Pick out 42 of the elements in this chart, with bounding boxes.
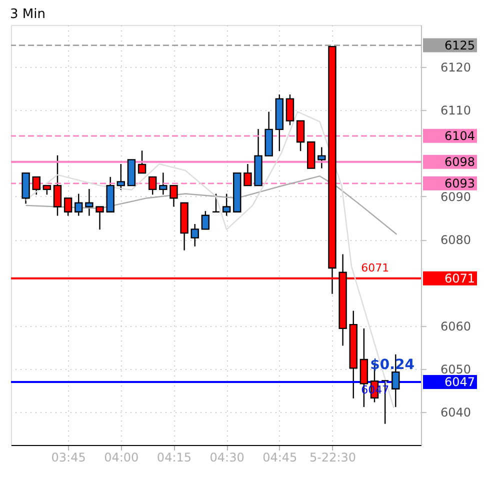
x-tick-label: 04:00 <box>104 450 139 464</box>
candlestick <box>244 163 252 186</box>
ref-line-label: 6125 <box>444 38 475 52</box>
ref-line-label: 6071 <box>444 271 475 286</box>
candlestick <box>138 150 146 174</box>
chart-title: 3 Min <box>10 7 46 22</box>
x-tick-label: 04:15 <box>156 450 192 464</box>
y-tick-label: 6080 <box>440 233 472 248</box>
candlestick <box>42 184 52 196</box>
x-tick-label: 04:30 <box>210 450 244 464</box>
x-tick-label: 04:45 <box>262 450 298 464</box>
y-tick-label: 6120 <box>440 60 472 74</box>
candlestick <box>85 188 94 216</box>
annotation: 6071 <box>361 262 390 275</box>
candlestick <box>64 197 72 216</box>
ref-line-label: 6047 <box>444 374 475 389</box>
candlestick <box>96 206 104 230</box>
candlestick <box>148 176 157 196</box>
candlestick <box>212 193 220 213</box>
y-tick-label: 6090 <box>440 190 472 204</box>
y-tick-label: 6060 <box>440 319 472 334</box>
y-tick-label: 6110 <box>440 104 472 118</box>
candlestick <box>74 193 83 216</box>
ref-line-label: 6093 <box>444 176 475 190</box>
candlestick <box>296 120 305 152</box>
candlestick <box>318 146 326 169</box>
line-series <box>25 175 398 235</box>
candlestick <box>159 172 168 196</box>
ref-line-label: 6104 <box>444 128 475 143</box>
candlestick <box>286 94 294 126</box>
ref-line-label: 6098 <box>444 154 475 169</box>
y-tick-label: 6050 <box>440 362 472 377</box>
candlestick <box>222 193 231 216</box>
x-tick-label: 03:45 <box>51 450 86 464</box>
candlestick <box>201 210 210 230</box>
candlestick <box>53 154 62 216</box>
candlestick <box>116 163 125 190</box>
x-tick-label: 5-22:30 <box>309 450 356 464</box>
candlestick <box>170 184 178 208</box>
candlestick <box>190 223 199 248</box>
candlestick <box>32 176 40 196</box>
y-tick-label: 6040 <box>440 406 472 420</box>
